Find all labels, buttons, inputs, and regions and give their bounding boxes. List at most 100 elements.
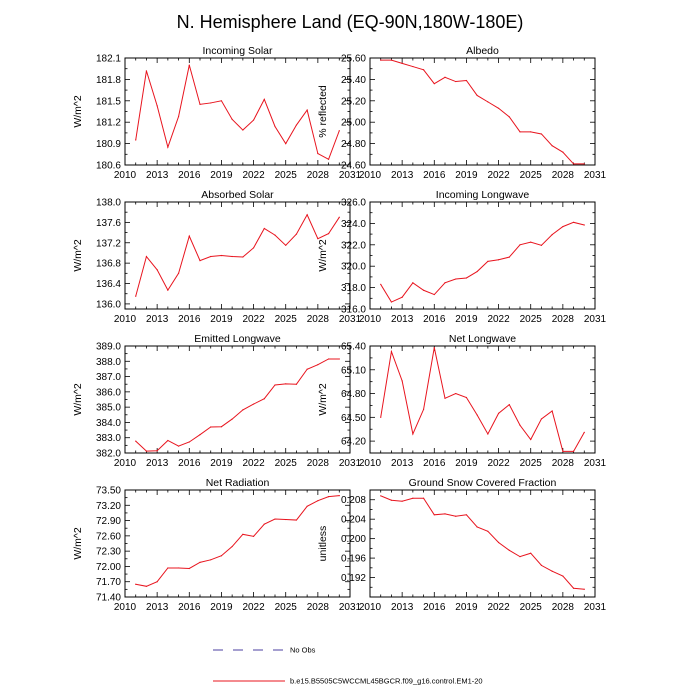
data-point <box>433 83 435 85</box>
data-point <box>444 397 446 399</box>
data-point <box>338 130 340 132</box>
data-point <box>306 214 308 216</box>
data-point <box>263 227 265 230</box>
data-point <box>199 259 201 262</box>
data-point <box>583 163 585 165</box>
data-point <box>572 163 575 165</box>
data-point <box>455 392 457 395</box>
data-point <box>167 567 169 569</box>
y-tick-label: 64.50 <box>341 413 366 424</box>
data-point <box>583 588 585 590</box>
y-tick-label: 385.0 <box>96 403 121 414</box>
y-tick-label: 25.60 <box>341 54 366 65</box>
x-tick-label: 2016 <box>178 170 201 181</box>
data-point <box>231 418 233 420</box>
y-tick-label: 180.9 <box>96 139 121 150</box>
data-point <box>380 495 382 497</box>
data-point <box>465 514 468 516</box>
data-point <box>242 256 244 258</box>
data-point <box>487 530 489 532</box>
data-point <box>455 80 457 83</box>
legend: No Obs b.e15.B5505C5WCCML45BGCR.f09_g16.c… <box>213 646 483 686</box>
data-point <box>572 587 575 589</box>
x-tick-label: 2010 <box>114 314 137 325</box>
legend-label-model: b.e15.B5505C5WCCML45BGCR.f09_g16.control… <box>290 677 483 686</box>
data-point <box>177 272 180 274</box>
data-point <box>295 383 298 385</box>
data-point <box>285 244 287 246</box>
x-tick-label: 2025 <box>520 602 543 613</box>
y-axis-label: W/m^2 <box>72 527 84 560</box>
x-tick-label: 2031 <box>339 602 362 613</box>
data-point <box>338 495 340 497</box>
data-point <box>327 358 330 360</box>
data-point <box>285 518 287 521</box>
data-point <box>572 450 575 453</box>
data-point <box>444 76 446 78</box>
plot-frame <box>369 345 596 454</box>
data-point <box>317 364 319 366</box>
data-point <box>390 301 393 303</box>
x-tick-label: 2013 <box>146 314 169 325</box>
y-tick-label: 73.20 <box>96 501 121 512</box>
data-point <box>401 500 403 502</box>
x-tick-label: 2031 <box>339 458 362 469</box>
y-tick-label: 136.8 <box>96 259 121 270</box>
data-point <box>135 440 137 442</box>
data-point <box>285 383 287 385</box>
data-point <box>167 439 169 442</box>
y-tick-label: 181.2 <box>96 118 121 129</box>
data-point <box>263 98 265 100</box>
y-axis-label: W/m^2 <box>72 95 84 128</box>
x-tick-label: 2031 <box>584 602 607 613</box>
x-tick-label: 2031 <box>339 314 362 325</box>
data-point <box>135 139 137 141</box>
x-tick-label: 2016 <box>423 602 446 613</box>
y-tick-label: 383.0 <box>96 433 121 444</box>
series-line <box>135 213 340 297</box>
data-point <box>220 426 223 428</box>
data-point <box>188 235 190 237</box>
y-tick-label: 382.0 <box>96 449 121 460</box>
data-point <box>252 403 255 405</box>
data-point <box>231 545 233 548</box>
data-point <box>551 410 553 412</box>
y-tick-label: 24.60 <box>341 161 366 172</box>
y-tick-label: 65.10 <box>341 365 366 376</box>
y-tick-label: 326.0 <box>341 198 366 209</box>
data-point <box>465 396 468 399</box>
data-point <box>135 295 137 297</box>
x-tick-label: 2022 <box>242 602 265 613</box>
x-tick-label: 2016 <box>178 458 201 469</box>
x-tick-label: 2010 <box>359 458 382 469</box>
data-point <box>274 384 276 386</box>
panel-title: Incoming Longwave <box>436 189 530 201</box>
data-point <box>380 416 382 418</box>
data-point <box>145 585 148 587</box>
x-tick-label: 2022 <box>487 170 510 181</box>
series-line <box>380 347 585 452</box>
data-point <box>508 549 510 551</box>
data-point <box>242 533 244 535</box>
data-point <box>274 518 276 520</box>
data-point <box>508 404 510 406</box>
data-point <box>156 269 158 271</box>
data-point <box>252 535 255 537</box>
data-point <box>167 289 169 291</box>
data-point <box>210 102 212 104</box>
y-tick-label: 324.0 <box>341 219 366 230</box>
data-point <box>317 238 319 240</box>
data-point <box>338 216 340 218</box>
x-tick-label: 2025 <box>520 314 543 325</box>
panel-title: Net Radiation <box>206 477 270 489</box>
x-tick-label: 2010 <box>359 602 382 613</box>
data-point <box>540 564 543 566</box>
data-point <box>562 450 564 453</box>
x-tick-label: 2022 <box>242 314 265 325</box>
y-tick-label: 136.0 <box>96 299 121 310</box>
data-point <box>497 259 500 261</box>
y-tick-label: 72.30 <box>96 547 121 558</box>
data-point <box>401 296 403 298</box>
x-tick-label: 2028 <box>552 314 575 325</box>
data-point <box>135 583 137 585</box>
